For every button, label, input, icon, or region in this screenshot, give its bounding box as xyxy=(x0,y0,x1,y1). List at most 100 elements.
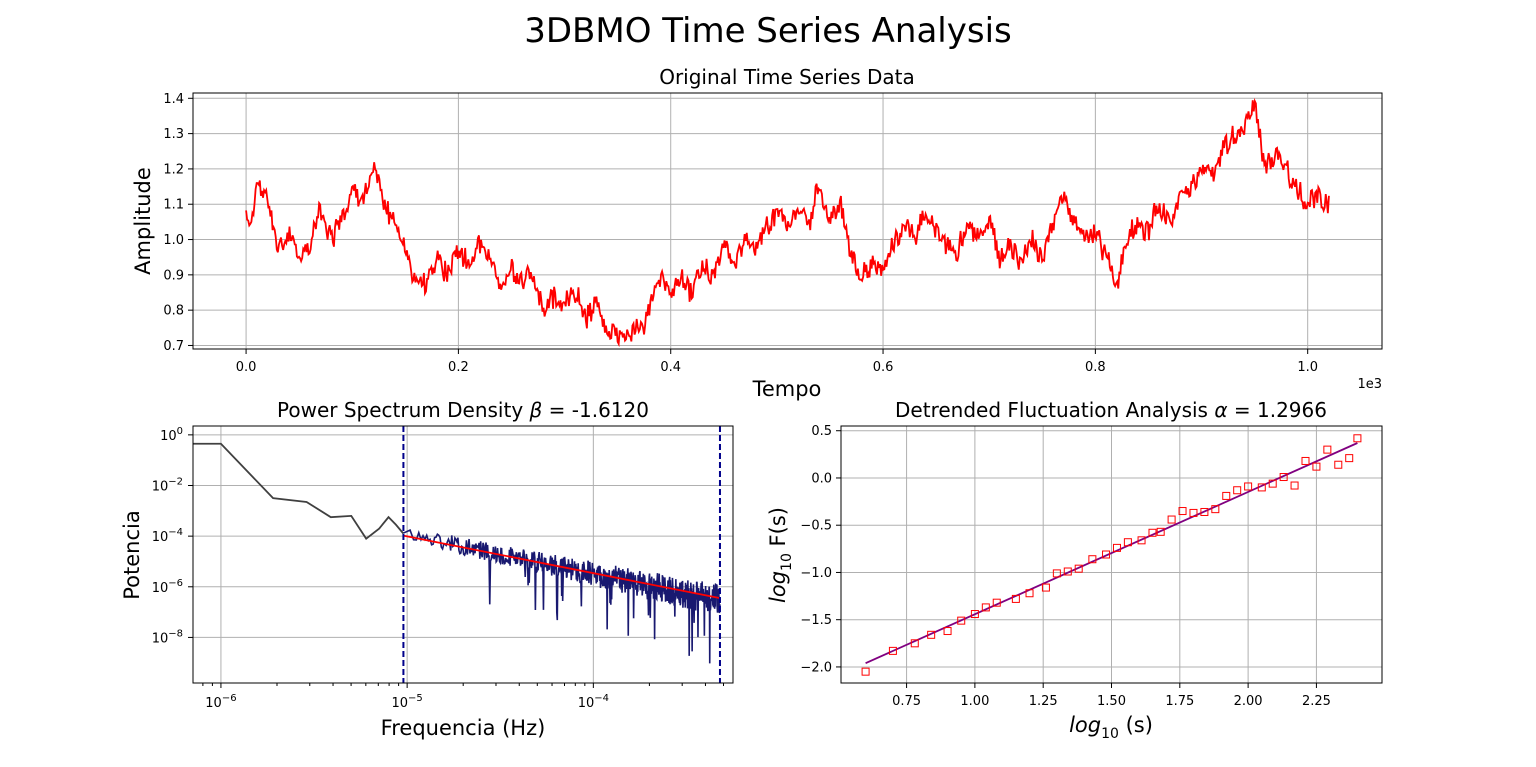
psd-axes-frame xyxy=(192,425,734,684)
dfa-point xyxy=(1257,483,1266,492)
dfa-xlabel-sub: 10 xyxy=(1101,726,1119,742)
dfa-xlabel: log10 (s) xyxy=(1069,713,1153,742)
dfa-point xyxy=(970,610,979,619)
dfa-x-tick-label: 1.50 xyxy=(1097,694,1126,709)
dfa-ylabel-rest: F(s) xyxy=(766,507,790,553)
dfa-point xyxy=(1244,482,1253,491)
time-series-grid xyxy=(193,93,1382,349)
dfa-point xyxy=(1052,569,1061,578)
dfa-point xyxy=(1178,507,1187,516)
dfa-point xyxy=(927,630,936,639)
dfa-point xyxy=(981,603,990,612)
dfa-point xyxy=(1211,505,1220,514)
ts-y-tick-label: 1.0 xyxy=(163,233,184,248)
psd-x-tick-label: 10−4 xyxy=(578,693,609,711)
ts-x-tick-label: 1.0 xyxy=(1297,360,1318,375)
psd-x-tick-label: 10−5 xyxy=(391,693,422,711)
dfa-y-tick-label: 0.0 xyxy=(811,471,832,486)
psd-plot xyxy=(193,426,721,683)
dfa-point xyxy=(1233,486,1242,495)
psd-y-tick-label: 10−8 xyxy=(152,628,183,646)
psd-xlabel: Frequencia (Hz) xyxy=(381,716,546,740)
time-series-x-offset-label: 1e3 xyxy=(1357,377,1382,392)
dfa-point xyxy=(1334,460,1343,469)
dfa-ylabel-sub: 10 xyxy=(779,553,795,571)
psd-y-tick-label: 100 xyxy=(160,426,183,444)
dfa-point xyxy=(1301,456,1310,465)
dfa-y-tick-label: −1.5 xyxy=(800,613,832,628)
ts-x-tick-label: 0.6 xyxy=(873,360,894,375)
psd-low-frequency-line xyxy=(193,442,405,540)
dfa-panel: Detrended Fluctuation Analysis α = 1.296… xyxy=(766,398,1383,742)
ts-y-tick-label: 0.7 xyxy=(163,339,184,354)
figure-suptitle: 3DBMO Time Series Analysis xyxy=(524,11,1012,51)
dfa-point xyxy=(861,667,870,676)
dfa-point xyxy=(1112,543,1121,552)
psd-x-tick-label: 10−6 xyxy=(205,693,236,711)
time-series-ylabel: Amplitude xyxy=(131,167,155,275)
time-series-xlabel: Tempo xyxy=(752,377,822,401)
time-series-title: Original Time Series Data xyxy=(659,65,915,89)
dfa-point xyxy=(1167,515,1176,524)
dfa-point xyxy=(1200,507,1209,516)
dfa-point xyxy=(1290,481,1299,490)
dfa-xlabel-rest: (s) xyxy=(1119,713,1153,737)
psd-y-tick-label: 10−6 xyxy=(152,578,183,596)
dfa-title-symbol: α xyxy=(1214,398,1227,422)
ts-y-tick-label: 1.4 xyxy=(163,92,184,107)
psd-ylabel: Potencia xyxy=(120,510,144,599)
dfa-point xyxy=(1123,538,1132,547)
dfa-point xyxy=(1148,528,1157,537)
dfa-point xyxy=(1345,454,1354,463)
ts-y-tick-label: 1.3 xyxy=(163,127,184,142)
psd-y-tick-label: 10−2 xyxy=(152,477,183,495)
dfa-point xyxy=(1189,508,1198,517)
dfa-point xyxy=(1268,479,1277,488)
dfa-point xyxy=(992,598,1001,607)
dfa-point xyxy=(888,646,897,655)
dfa-point xyxy=(1137,536,1146,545)
ts-y-tick-label: 0.9 xyxy=(163,268,184,283)
dfa-point xyxy=(943,627,952,636)
dfa-point xyxy=(1102,550,1111,559)
psd-fit-line xyxy=(403,534,721,600)
dfa-point xyxy=(1088,555,1097,564)
dfa-xlabel-log: log xyxy=(1069,713,1101,737)
dfa-y-tick-label: 0.5 xyxy=(811,424,832,439)
psd-title-symbol: β xyxy=(529,398,543,422)
dfa-point xyxy=(1312,462,1321,471)
dfa-x-tick-label: 2.25 xyxy=(1302,694,1331,709)
dfa-title: Detrended Fluctuation Analysis α = 1.296… xyxy=(895,398,1327,422)
dfa-x-tick-label: 1.75 xyxy=(1165,694,1194,709)
ts-x-tick-label: 0.8 xyxy=(1085,360,1106,375)
dfa-x-tick-label: 1.25 xyxy=(1029,694,1058,709)
dfa-point xyxy=(1323,445,1332,454)
time-series-ticks: 0.0 0.2 0.4 0.6 0.8 1.0 0.7 0.8 0.9 1.0 1.1 1.2 1.3 1… xyxy=(163,92,1318,375)
ts-y-tick-label: 1.2 xyxy=(163,162,184,177)
psd-title-value: = -1.6120 xyxy=(542,398,649,422)
time-series-line xyxy=(245,97,1330,348)
dfa-x-tick-label: 0.75 xyxy=(892,694,921,709)
dfa-ylabel: log10 F(s) xyxy=(766,507,795,603)
ts-y-tick-label: 0.8 xyxy=(163,304,184,319)
time-series-panel: Original Time Series Data 0.0 0.2 0.4 0.6 0.… xyxy=(131,65,1383,401)
psd-panel: Power Spectrum Density β = -1.6120 10−6 1… xyxy=(120,398,734,740)
dfa-title-text: Detrended Fluctuation Analysis xyxy=(895,398,1214,422)
dfa-y-tick-label: −1.0 xyxy=(800,566,832,581)
dfa-point xyxy=(1222,491,1231,500)
dfa-ylabel-log: log xyxy=(766,571,790,603)
dfa-ticks: 0.75 1.00 1.25 1.50 1.75 2.00 2.25 −2.0 −1.5 −1.0… xyxy=(800,424,1330,709)
psd-high-frequency-line xyxy=(403,529,721,664)
dfa-x-tick-label: 1.00 xyxy=(960,694,989,709)
dfa-y-tick-label: −0.5 xyxy=(800,519,832,534)
psd-y-tick-label: 10−4 xyxy=(152,527,183,545)
dfa-point xyxy=(1025,589,1034,598)
ts-x-tick-label: 0.4 xyxy=(660,360,681,375)
ts-x-tick-label: 0.2 xyxy=(448,360,469,375)
dfa-point xyxy=(1353,434,1362,443)
dfa-title-value: = 1.2966 xyxy=(1228,398,1327,422)
dfa-point xyxy=(1041,583,1050,592)
time-series-axes-frame xyxy=(192,92,1383,350)
dfa-y-tick-label: −2.0 xyxy=(800,660,832,675)
